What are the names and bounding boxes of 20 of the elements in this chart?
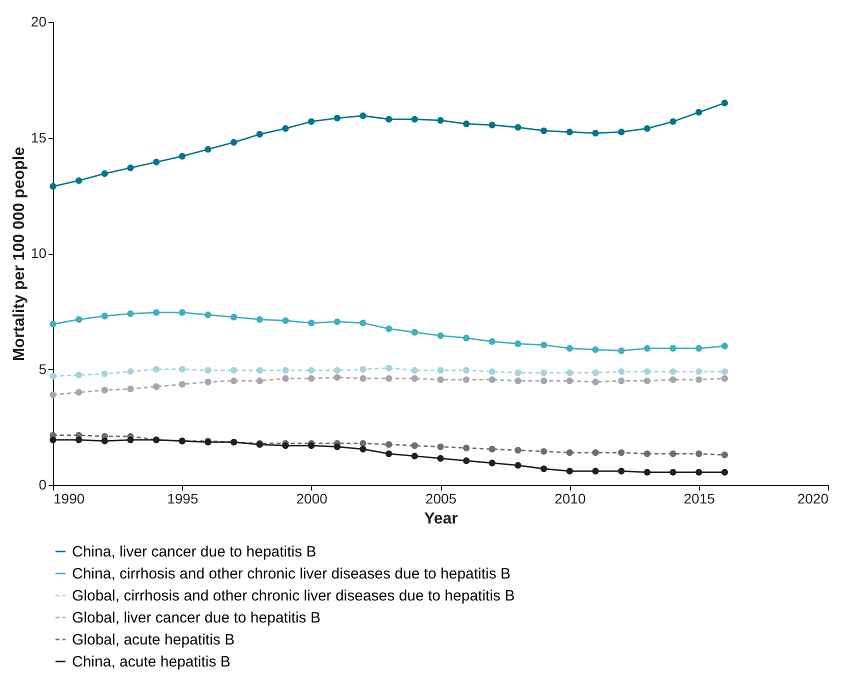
x-tick-label: 1995	[167, 490, 198, 506]
legend-label: China, cirrhosis and other chronic liver diseases due to hepatitis B	[72, 566, 511, 582]
legend-label: China, acute hepatitis B	[72, 654, 230, 670]
legend-label: Global, liver cancer due to hepatitis B	[72, 610, 320, 626]
legend-label: Global, cirrhosis and other chronic liver diseases due to hepatitis B	[72, 588, 515, 604]
legend-label: Global, acute hepatitis B	[72, 632, 235, 648]
x-tick-label: 2005	[425, 490, 457, 506]
y-tick-label: 10	[30, 245, 47, 261]
x-tick-label: 2000	[296, 490, 328, 506]
y-tick-label: 15	[30, 129, 47, 146]
x-axis-title: Year	[424, 510, 458, 528]
x-tick-label: 1990	[54, 490, 85, 506]
y-tick-label: 20	[30, 14, 47, 30]
y-tick-label: 5	[38, 360, 47, 377]
legend-label: China, liver cancer due to hepatitis B	[72, 544, 316, 560]
y-axis-title: Mortality per 100 000 people	[10, 146, 28, 362]
x-tick-label: 2010	[554, 490, 586, 506]
x-tick-label: 2020	[797, 490, 829, 506]
x-tick-label: 2015	[684, 490, 716, 506]
y-tick-label: 0	[38, 476, 47, 492]
